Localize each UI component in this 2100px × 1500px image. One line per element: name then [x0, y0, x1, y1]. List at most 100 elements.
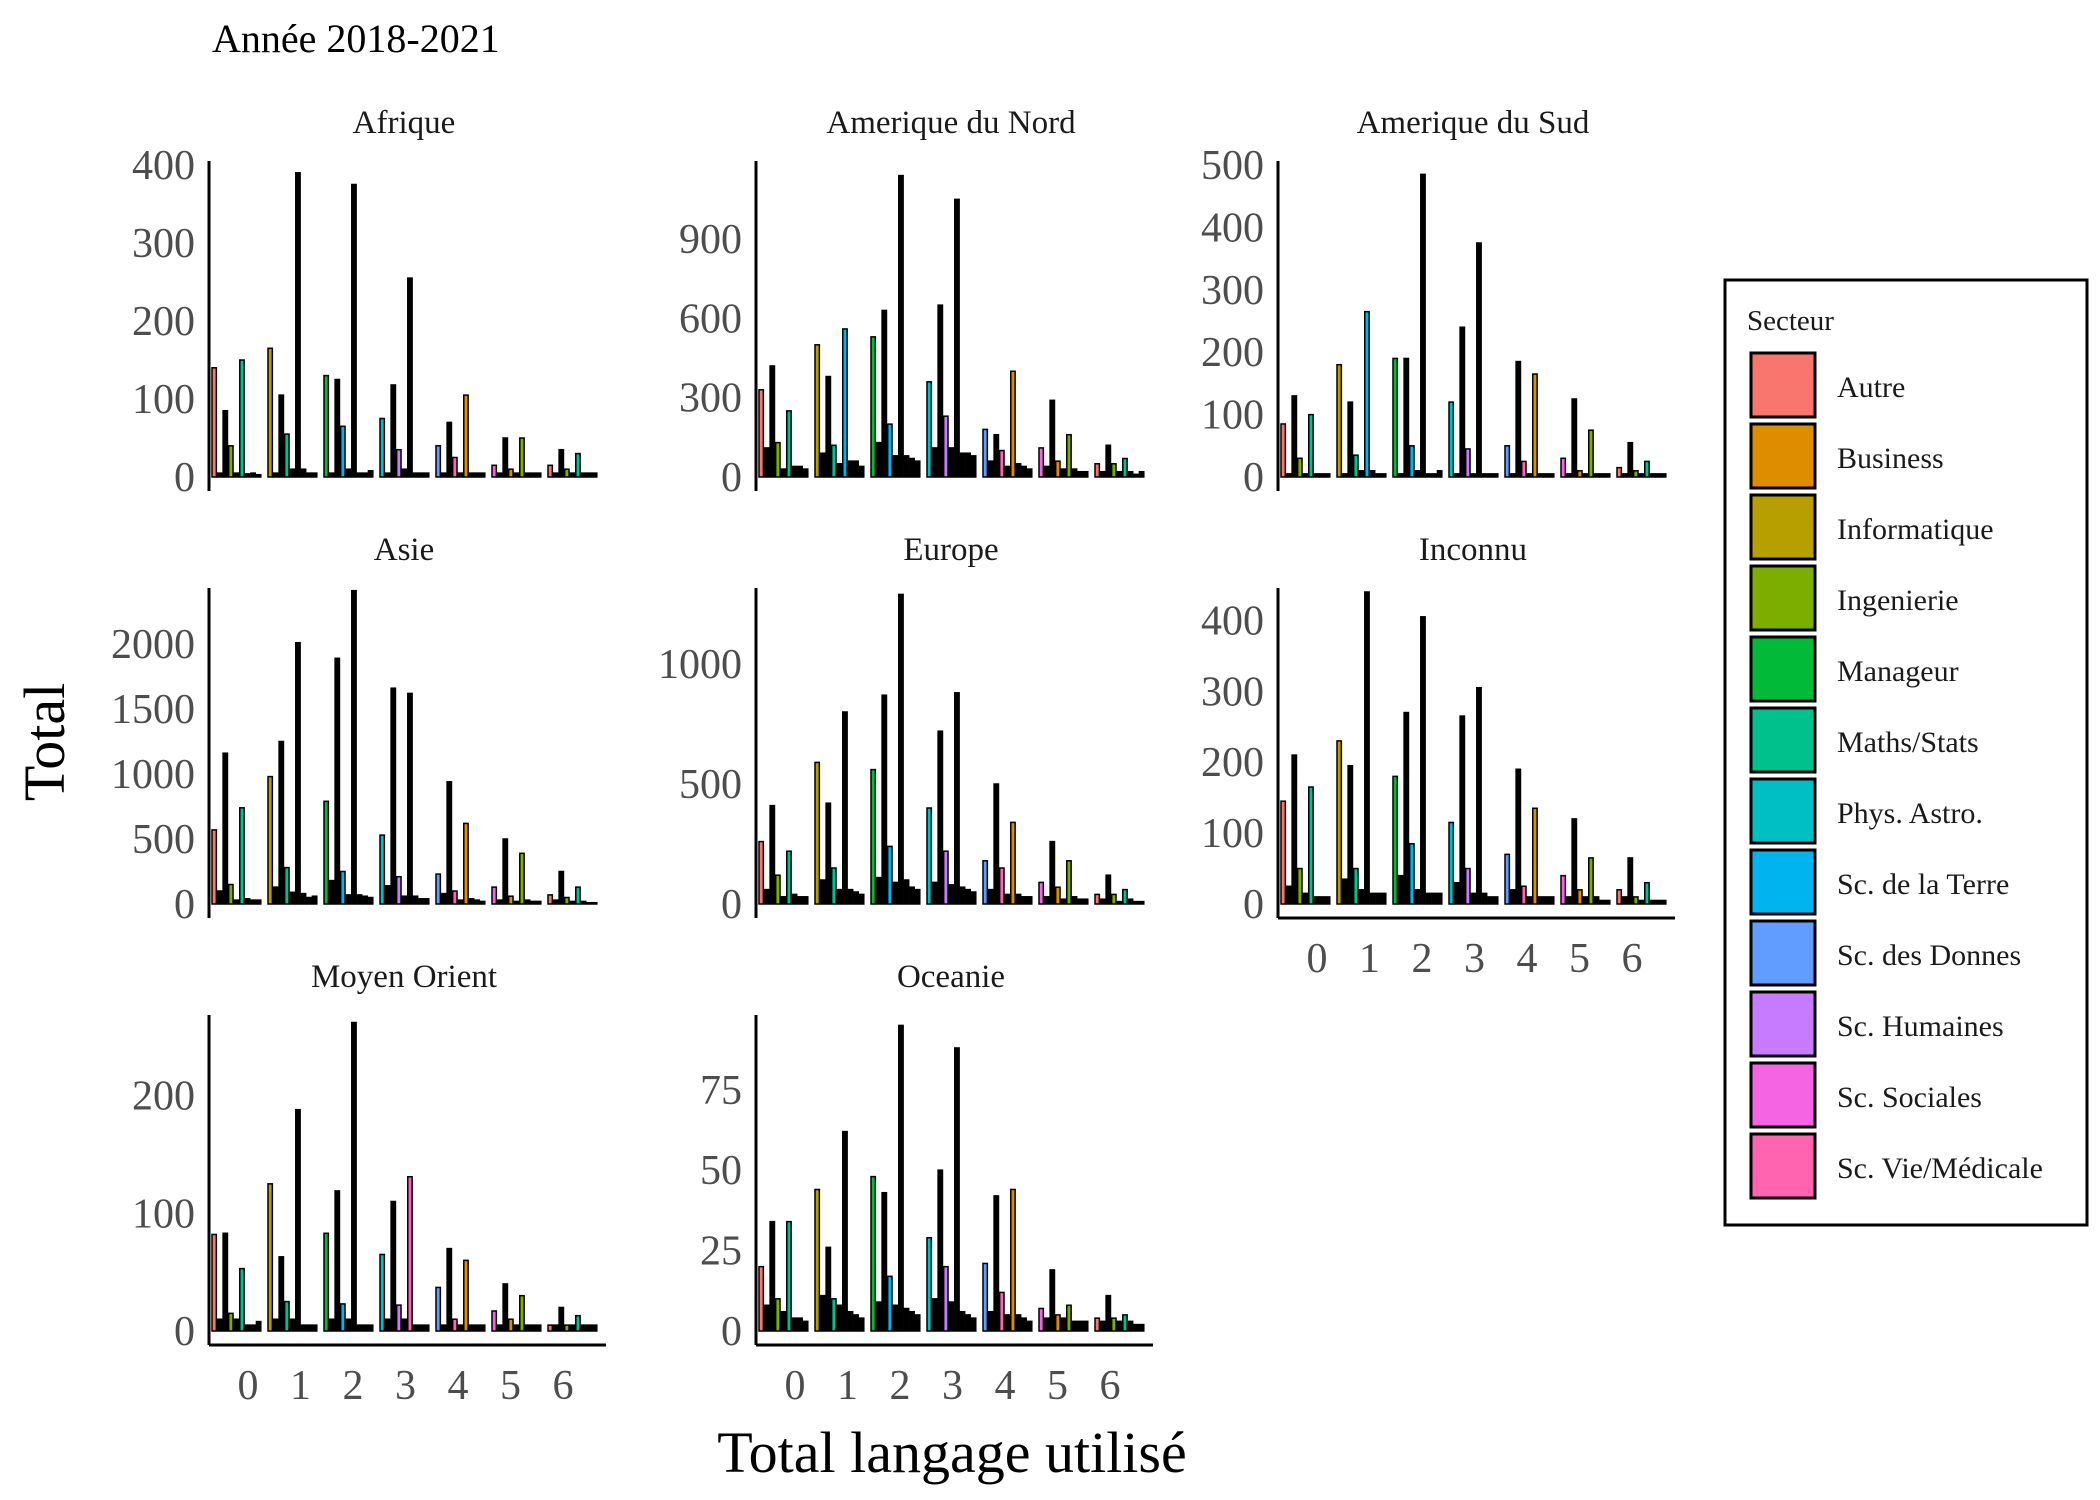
bar [1060, 1317, 1067, 1332]
bar [401, 468, 408, 478]
bar [1599, 473, 1605, 478]
bar [954, 1047, 960, 1332]
bar [886, 845, 893, 905]
bar [496, 472, 503, 478]
bar [502, 838, 509, 905]
bar [440, 892, 447, 905]
x-tick-label: 6 [1100, 1363, 1121, 1409]
legend-key [1749, 493, 1817, 561]
bar [1105, 874, 1112, 905]
bar [892, 1304, 899, 1332]
y-tick-label: 200 [1201, 330, 1264, 376]
bar [295, 1108, 301, 1332]
bar [1453, 473, 1460, 478]
bar [791, 893, 798, 905]
y-tick-label: 50 [700, 1148, 742, 1194]
bar [1094, 463, 1101, 478]
bar [390, 687, 397, 905]
bar [1369, 892, 1376, 905]
bar [1308, 413, 1314, 478]
bar [1459, 326, 1466, 478]
x-tick-label: 4 [448, 1363, 469, 1409]
bar [328, 472, 335, 478]
bar [769, 804, 776, 905]
bar [323, 374, 330, 478]
bar [418, 1324, 424, 1332]
bar [272, 472, 279, 478]
bar [1543, 473, 1549, 478]
bar [998, 449, 1005, 478]
facet-panel: Europe 0 500 1000 [658, 532, 1145, 928]
bar [1576, 889, 1583, 905]
bar [1638, 899, 1645, 905]
bar [903, 455, 910, 478]
bar [216, 890, 223, 905]
bar [1021, 1317, 1027, 1332]
bar [1537, 473, 1544, 478]
facet-panel: Asie 0 500 1000 1500 2000 [111, 532, 598, 928]
y-tick-label: 0 [1243, 455, 1264, 501]
bar [1296, 457, 1303, 478]
bar [1082, 898, 1089, 905]
bar [1138, 1323, 1145, 1332]
bar [1066, 860, 1072, 905]
bar [216, 1318, 223, 1332]
bar [244, 1324, 251, 1332]
legend-key [1749, 351, 1817, 419]
bar [937, 304, 944, 478]
y-tick-label: 500 [132, 817, 195, 863]
bar [1481, 892, 1488, 905]
x-tick-label: 4 [1517, 936, 1538, 982]
bar [591, 472, 598, 478]
legend-label: Informatique [1837, 513, 1994, 546]
x-tick-label: 1 [1359, 936, 1380, 982]
y-tick-label: 500 [1201, 143, 1264, 189]
legend-label: Manageur [1837, 655, 1959, 688]
bar [563, 896, 570, 905]
facet-title: Asie [374, 532, 435, 568]
bar [575, 1314, 581, 1332]
bar [345, 894, 352, 905]
bar [468, 898, 475, 905]
bar [580, 472, 587, 478]
bar [970, 455, 977, 478]
bar [362, 472, 368, 478]
bar [1520, 885, 1527, 905]
bar [300, 892, 307, 905]
bar [390, 384, 397, 478]
bar [1352, 454, 1359, 478]
bar [1621, 896, 1628, 905]
y-tick-label: 400 [1201, 205, 1264, 251]
bar [440, 1324, 447, 1332]
bar [1604, 899, 1611, 905]
bar [914, 460, 921, 478]
bar [255, 1320, 262, 1332]
bar [222, 1232, 229, 1332]
bar [345, 1318, 352, 1332]
y-tick-label: 100 [1201, 811, 1264, 857]
bar [1313, 473, 1320, 478]
bar [892, 455, 899, 478]
legend-label: Sc. des Donnes [1837, 939, 2021, 972]
bar [853, 460, 859, 478]
bar [875, 1301, 882, 1332]
bar [379, 417, 386, 478]
bar [1571, 398, 1578, 478]
bar [1392, 357, 1399, 478]
bar [507, 1318, 514, 1332]
bar [870, 1175, 877, 1332]
y-tick-label: 1500 [111, 687, 195, 733]
bar [1548, 896, 1555, 905]
bar [886, 1275, 893, 1332]
y-tick-label: 1000 [658, 642, 742, 688]
bar [1543, 896, 1549, 905]
bar [580, 900, 587, 905]
bar [1308, 786, 1314, 905]
bar [468, 472, 475, 478]
bar [1548, 473, 1555, 478]
bar [1660, 899, 1667, 905]
bar [1077, 898, 1083, 905]
bar [367, 1324, 374, 1332]
bar [278, 394, 285, 478]
bar [780, 896, 787, 905]
